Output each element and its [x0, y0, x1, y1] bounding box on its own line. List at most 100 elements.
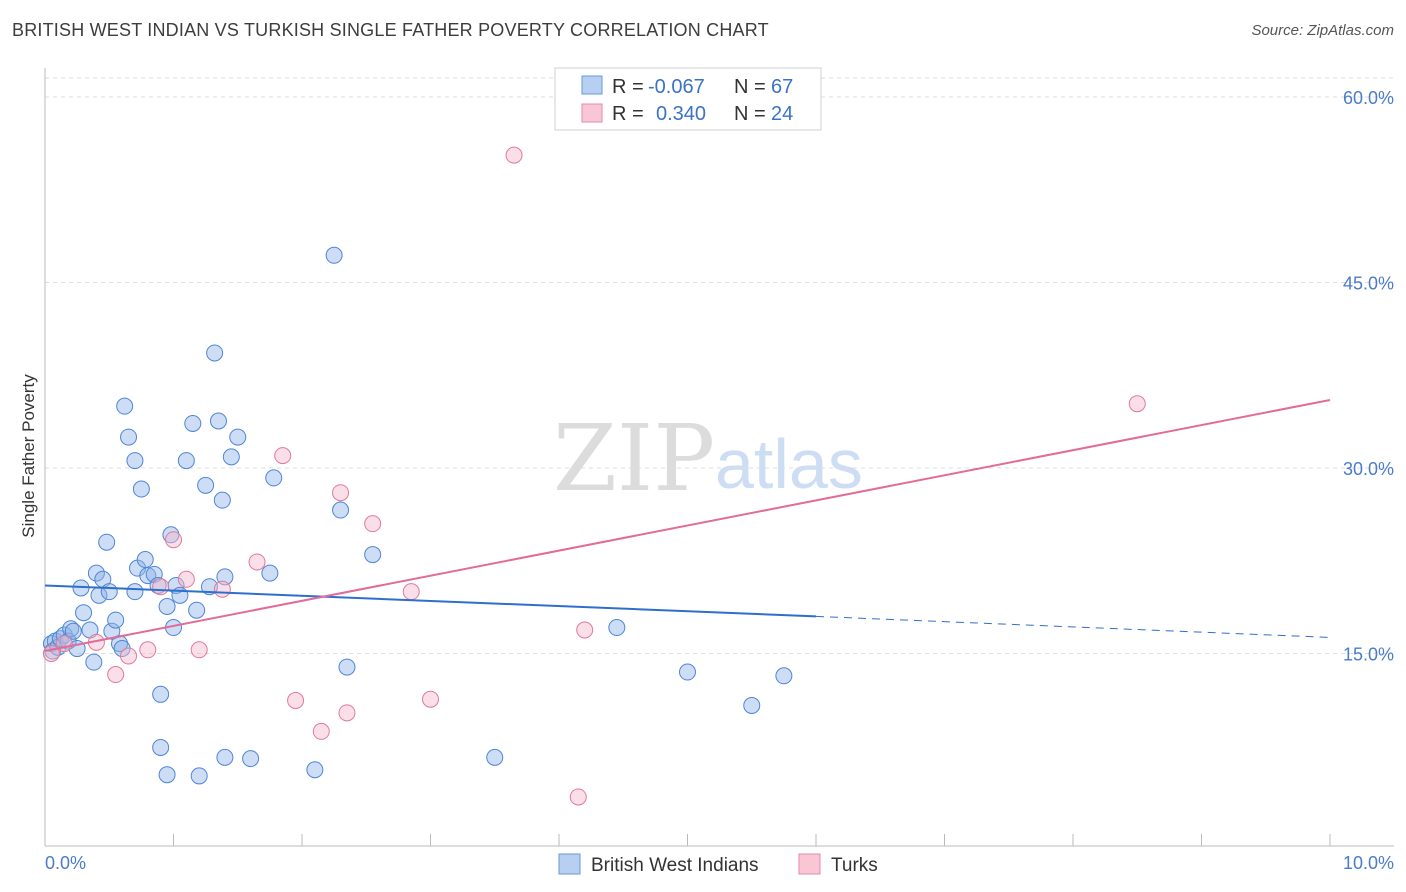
- stats-legend: R = -0.067 N = 67 R = 0.340 N = 24: [554, 67, 822, 131]
- point-turks-9: [190, 641, 208, 659]
- point-british-west-indians-65: [332, 501, 350, 519]
- point-british-west-indians-7: [62, 620, 80, 638]
- stats-legend-swatch-pink: [581, 103, 603, 123]
- point-turks-16: [338, 704, 356, 722]
- gridlines: [45, 77, 1394, 654]
- stats-r-value-1: 0.340: [656, 103, 706, 125]
- point-british-west-indians-59: [679, 663, 696, 681]
- point-turks-4: [120, 647, 138, 665]
- point-british-west-indians-25: [126, 452, 144, 470]
- point-turks-6: [152, 578, 170, 596]
- trend-lines: [44, 399, 1331, 653]
- stats-r-label-0: R =: [612, 76, 644, 98]
- y-tick-label-3: 60.0%: [1343, 88, 1394, 108]
- y-axis-title: Single Father Poverty: [19, 374, 38, 538]
- point-turks-5: [139, 641, 157, 659]
- stats-n-value-1: 24: [771, 103, 793, 125]
- point-british-west-indians-54: [325, 246, 343, 264]
- y-tick-labels: 15.0% 30.0% 45.0% 60.0%: [1343, 88, 1394, 665]
- point-british-west-indians-11: [75, 604, 93, 622]
- point-turks-15: [332, 484, 350, 502]
- point-british-west-indians-50: [242, 750, 260, 768]
- legend-swatch-turks: [798, 853, 821, 875]
- axes: [44, 68, 1394, 847]
- point-british-west-indians-58: [608, 619, 626, 637]
- point-british-west-indians-55: [338, 658, 356, 676]
- point-british-west-indians-44: [206, 344, 224, 362]
- point-british-west-indians-66: [126, 583, 144, 601]
- point-british-west-indians-62: [152, 738, 170, 756]
- point-british-west-indians-24: [120, 428, 138, 446]
- chart-title: BRITISH WEST INDIAN VS TURKISH SINGLE FA…: [12, 20, 769, 40]
- point-turks-8: [177, 570, 195, 588]
- point-turks-17: [364, 515, 382, 533]
- point-british-west-indians-39: [184, 414, 202, 432]
- stats-r-label-1: R =: [612, 103, 644, 125]
- stats-legend-swatch-blue: [581, 75, 603, 95]
- point-british-west-indians-18: [100, 583, 118, 601]
- point-british-west-indians-49: [229, 428, 247, 446]
- point-british-west-indians-27: [132, 480, 150, 498]
- trend-line-turks: [44, 399, 1331, 653]
- point-british-west-indians-23: [116, 397, 134, 415]
- point-turks-20: [505, 146, 523, 164]
- legend-swatch-british-west-indians: [558, 853, 581, 875]
- point-british-west-indians-13: [85, 653, 103, 671]
- point-british-west-indians-42: [197, 476, 215, 494]
- point-turks-23: [1128, 395, 1146, 413]
- legend-label-turks: Turks: [831, 855, 878, 876]
- point-british-west-indians-14: [87, 564, 105, 582]
- point-british-west-indians-17: [98, 533, 116, 551]
- point-turks-14: [312, 722, 330, 740]
- point-turks-3: [107, 666, 125, 684]
- watermark-atlas: atlas: [715, 425, 863, 503]
- point-british-west-indians-46: [213, 491, 231, 509]
- point-british-west-indians-20: [107, 611, 125, 629]
- series-legend: British West Indians Turks: [558, 853, 878, 876]
- point-turks-21: [569, 788, 587, 806]
- point-british-west-indians-41: [190, 767, 208, 785]
- point-british-west-indians-53: [306, 761, 324, 779]
- x-ticks: [44, 834, 1331, 846]
- point-british-west-indians-34: [162, 526, 180, 544]
- point-british-west-indians-29: [139, 567, 157, 585]
- point-british-west-indians-45: [209, 412, 227, 430]
- point-british-west-indians-61: [775, 667, 793, 685]
- point-british-west-indians-57: [486, 748, 504, 766]
- point-british-west-indians-33: [158, 598, 176, 616]
- point-british-west-indians-40: [188, 601, 206, 619]
- point-turks-18: [402, 583, 420, 601]
- point-british-west-indians-52: [265, 469, 283, 487]
- y-tick-label-1: 30.0%: [1343, 459, 1394, 479]
- point-turks-13: [287, 691, 305, 709]
- trend-line-british-west-indians: [44, 584, 817, 618]
- x-tick-label-left: 0.0%: [45, 853, 86, 873]
- point-turks-12: [274, 447, 292, 465]
- trend-line-british-west-indians-extension: [815, 615, 1331, 638]
- point-turks-11: [248, 553, 266, 571]
- point-british-west-indians-64: [158, 766, 176, 784]
- series-british-west-indians-points: [42, 246, 793, 785]
- point-turks-7: [165, 531, 182, 549]
- y-tick-label-0: 15.0%: [1343, 645, 1394, 665]
- x-tick-label-right: 10.0%: [1343, 853, 1394, 873]
- point-british-west-indians-38: [177, 452, 195, 470]
- stats-n-label-1: N =: [734, 103, 766, 125]
- point-british-west-indians-43: [200, 578, 218, 596]
- legend-label-british-west-indians: British West Indians: [591, 855, 759, 876]
- watermark: ZIP atlas: [553, 405, 863, 512]
- point-british-west-indians-28: [136, 551, 154, 569]
- y-tick-label-2: 45.0%: [1343, 274, 1394, 294]
- point-british-west-indians-32: [152, 685, 170, 703]
- point-british-west-indians-19: [103, 622, 121, 640]
- point-british-west-indians-63: [216, 748, 234, 766]
- point-british-west-indians-60: [743, 696, 761, 714]
- stats-n-label-0: N =: [734, 76, 766, 98]
- watermark-zip: ZIP: [553, 405, 715, 512]
- point-british-west-indians-48: [222, 448, 240, 466]
- stats-r-value-0: -0.067: [648, 76, 705, 98]
- point-british-west-indians-8: [64, 622, 82, 640]
- point-british-west-indians-56: [364, 546, 382, 564]
- stats-n-value-0: 67: [771, 76, 793, 98]
